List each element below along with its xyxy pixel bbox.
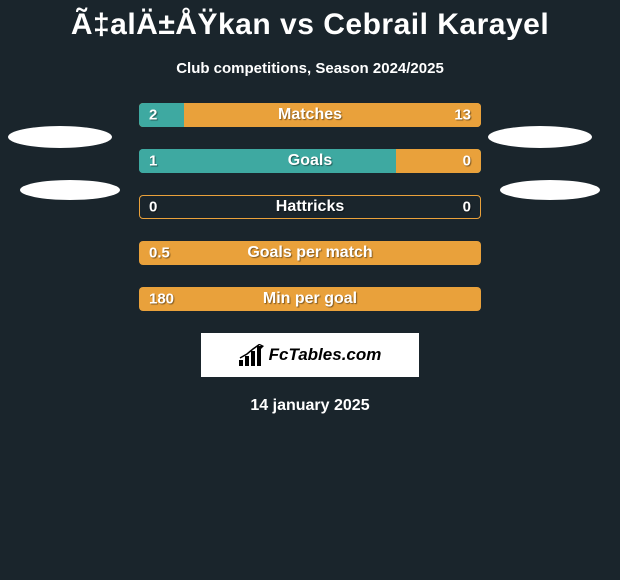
stat-left-value: 0.5 [149,245,170,262]
stat-row-goals-per-match: 0.5 Goals per match [139,241,481,265]
stat-left-value: 1 [149,153,157,170]
page-subtitle: Club competitions, Season 2024/2025 [0,60,620,77]
stat-label: Hattricks [276,198,344,216]
stat-row-hattricks: 0 Hattricks 0 [139,195,481,219]
date-label: 14 january 2025 [0,397,620,415]
decorative-oval [8,126,112,148]
logo-text: FcTables.com [269,345,382,365]
stat-row-goals: 1 Goals 0 [139,149,481,173]
source-logo: FcTables.com [201,333,419,377]
stat-right-value: 13 [454,107,471,124]
decorative-oval [500,180,600,200]
stat-left-value: 180 [149,291,174,308]
bar-left [139,149,396,173]
stat-label: Matches [278,106,342,124]
stat-label: Goals per match [247,244,372,262]
stat-row-matches: 2 Matches 13 [139,103,481,127]
stat-left-value: 2 [149,107,157,124]
stat-label: Min per goal [263,290,357,308]
stat-row-min-per-goal: 180 Min per goal [139,287,481,311]
decorative-oval [20,180,120,200]
page-title: Ã‡alÄ±ÅŸkan vs Cebrail Karayel [0,0,620,42]
stat-right-value: 0 [463,153,471,170]
bar-left [139,103,184,127]
stat-left-value: 0 [149,199,157,216]
decorative-oval [488,126,592,148]
stat-label: Goals [288,152,332,170]
stat-right-value: 0 [463,199,471,216]
fctables-icon [239,344,265,366]
